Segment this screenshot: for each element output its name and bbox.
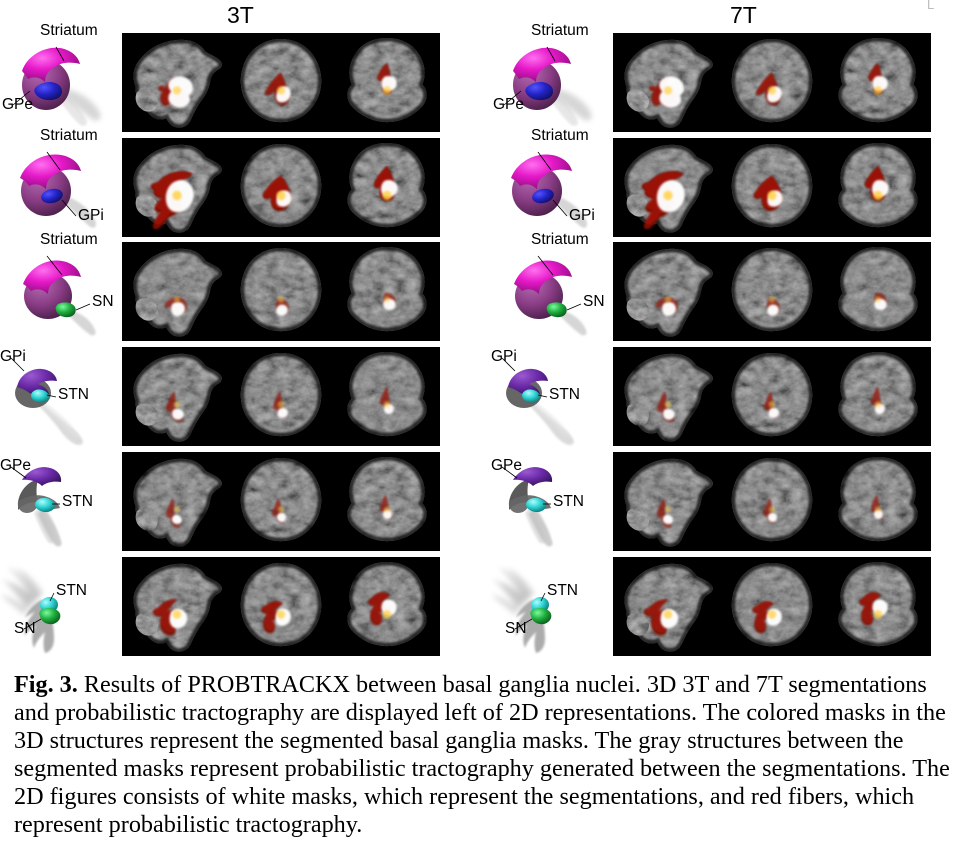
- svg-text:STN: STN: [58, 386, 89, 403]
- svg-text:STN: STN: [553, 493, 584, 510]
- svg-text:Striatum: Striatum: [531, 127, 589, 144]
- svg-text:STN: STN: [56, 582, 87, 599]
- svg-text:GPe: GPe: [2, 96, 33, 113]
- svg-text:GPe: GPe: [493, 96, 524, 113]
- svg-text:Striatum: Striatum: [40, 231, 98, 248]
- svg-text:STN: STN: [62, 493, 93, 510]
- svg-text:GPi: GPi: [0, 348, 26, 365]
- svg-text:Striatum: Striatum: [40, 22, 98, 39]
- svg-text:GPe: GPe: [491, 457, 522, 474]
- svg-text:GPi: GPi: [569, 207, 595, 224]
- svg-text:Striatum: Striatum: [531, 22, 589, 39]
- svg-text:STN: STN: [547, 582, 578, 599]
- svg-text:GPi: GPi: [78, 207, 104, 224]
- svg-text:Striatum: Striatum: [531, 231, 589, 248]
- svg-text:GPi: GPi: [491, 348, 517, 365]
- svg-text:Striatum: Striatum: [40, 127, 98, 144]
- svg-text:GPe: GPe: [0, 457, 31, 474]
- svg-text:SN: SN: [92, 293, 114, 310]
- svg-text:SN: SN: [583, 293, 605, 310]
- svg-text:STN: STN: [549, 386, 580, 403]
